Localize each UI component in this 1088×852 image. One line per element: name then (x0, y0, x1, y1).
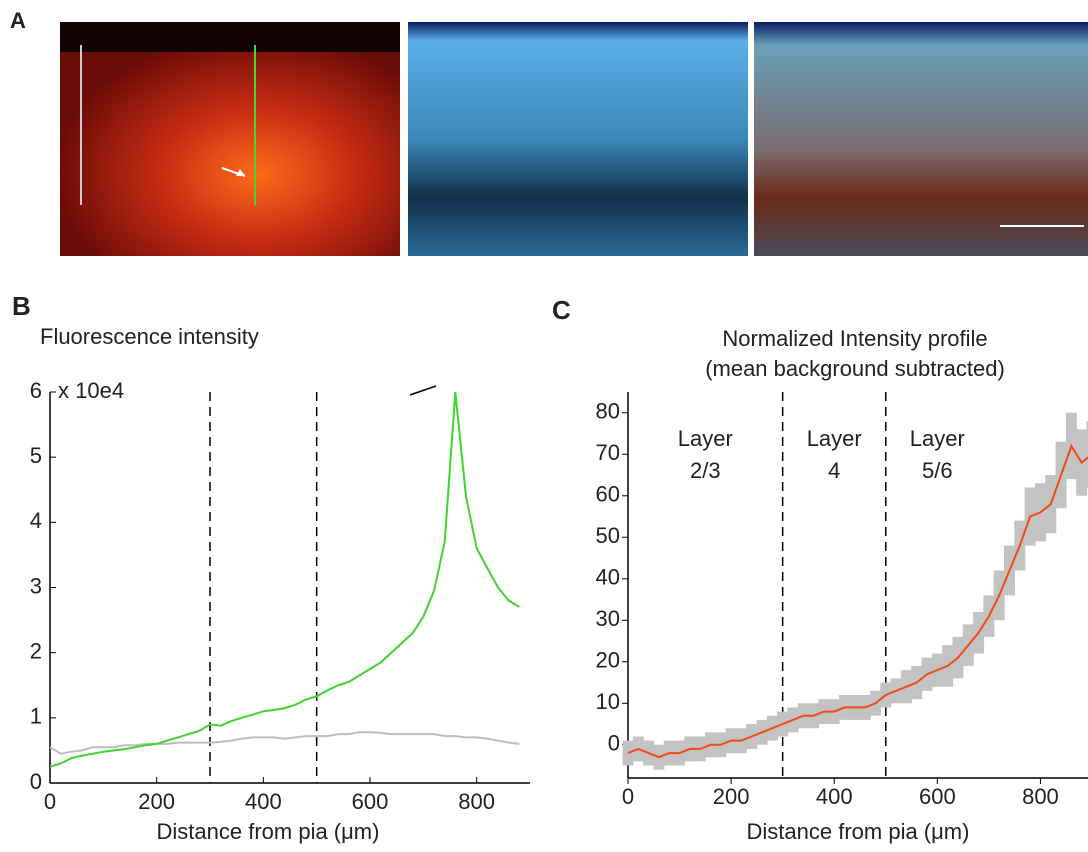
y-tick-label: 50 (596, 523, 620, 548)
y-tick-label: 20 (596, 648, 620, 673)
x-tick-label: 200 (713, 784, 750, 809)
image-merge (754, 22, 1088, 256)
y-tick-label: 60 (596, 482, 620, 507)
y-tick-label: 1 (30, 704, 42, 729)
x-tick-label: 200 (138, 789, 175, 814)
x-tick-label: 800 (458, 789, 495, 814)
layer-label: Layer (910, 426, 965, 451)
y-tick-label: 40 (596, 565, 620, 590)
layer-label: Layer (807, 426, 862, 451)
chart-title: Normalized Intensity profile (722, 326, 987, 351)
layer-label: 5/6 (922, 458, 953, 483)
y-tick-label: 80 (596, 399, 620, 424)
y-multiplier: x 10e4 (58, 378, 124, 403)
y-tick-label: 0 (30, 769, 42, 794)
peak-arrow (409, 385, 437, 396)
y-tick-label: 10 (596, 689, 620, 714)
y-tick-label: 70 (596, 440, 620, 465)
x-tick-label: 600 (352, 789, 389, 814)
series-line (49, 731, 520, 755)
x-tick-label: 400 (816, 784, 853, 809)
layer-label: 4 (828, 458, 840, 483)
image-blue (408, 22, 748, 256)
y-tick-label: 30 (596, 606, 620, 631)
series-line (627, 443, 1088, 759)
image-dark-top (60, 22, 400, 52)
y-tick-label: 5 (30, 443, 42, 468)
panel-label: B (12, 291, 31, 321)
x-tick-label: 400 (245, 789, 282, 814)
panel-label: C (552, 295, 571, 325)
y-tick-label: 4 (30, 508, 42, 533)
arrow-head (236, 169, 245, 176)
x-axis-label: Distance from pia (μm) (747, 819, 970, 844)
y-tick-label: 0 (608, 731, 620, 756)
chart-title: (mean background subtracted) (705, 356, 1005, 381)
chart-title: Fluorescence intensity (40, 324, 259, 349)
x-tick-label: 600 (919, 784, 956, 809)
y-tick-label: 3 (30, 573, 42, 598)
panel-label: A (10, 8, 26, 33)
layer-label: 2/3 (690, 458, 721, 483)
x-tick-label: 0 (44, 789, 56, 814)
y-tick-label: 6 (30, 378, 42, 403)
x-axis-label: Distance from pia (μm) (157, 819, 380, 844)
series-line (49, 391, 520, 768)
image-red (60, 22, 400, 256)
layer-label: Layer (678, 426, 733, 451)
x-tick-label: 800 (1022, 784, 1059, 809)
y-tick-label: 2 (30, 638, 42, 663)
x-tick-label: 0 (622, 784, 634, 809)
